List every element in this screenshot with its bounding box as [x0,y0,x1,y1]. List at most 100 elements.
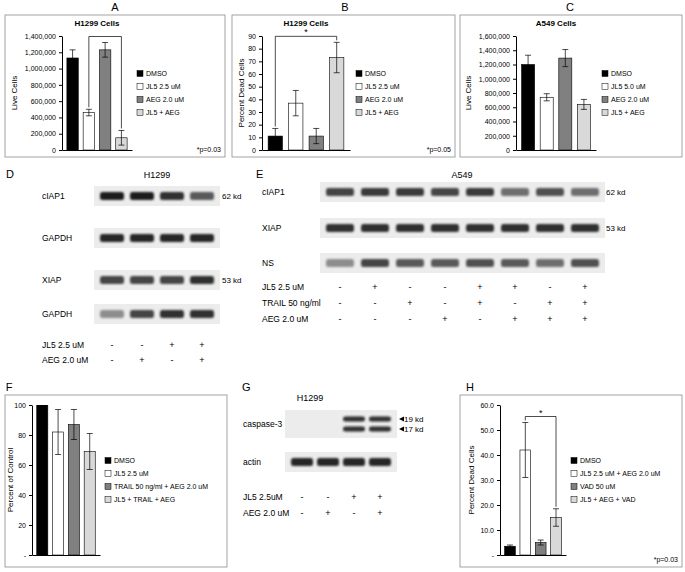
condition-sign: - [409,314,412,324]
condition-sign: - [301,508,304,518]
row-label: actin [243,457,261,467]
error-bar [293,90,299,115]
chart-title: A549 Cells [536,19,577,28]
condition-sign: + [407,298,412,308]
y-tick-label: 20 [18,522,26,529]
y-tick: 400,000 [31,114,62,121]
bar [99,50,110,150]
condition-label: AEG 2.0 uM [243,508,289,518]
condition-sign: - [374,298,377,308]
y-tick-mark [259,87,262,88]
y-tick-mark [259,150,262,151]
y-tick-label: 60.0 [480,402,494,409]
legend-label: DMSO [146,70,168,77]
legend: DMSOJL5 2.5 uMAEG 2.0 uMJL5 + AEG [137,70,184,116]
condition-sign: + [477,298,482,308]
y-tick-mark [513,107,516,108]
y-tick: 10.0 [480,527,500,534]
condition-sign: - [339,298,342,308]
bar [559,58,572,150]
band [343,427,365,432]
condition-sign: - [479,314,482,324]
legend-label: AEG 2.0 uM [365,96,403,103]
band [431,224,459,232]
y-tick-label: 600,000 [31,98,56,105]
band [536,188,564,196]
band [130,234,154,242]
y-tick: 20 [18,522,32,529]
y-axis: -10.020.030.040.050.060.0 [480,402,500,559]
x-axis [63,150,133,151]
condition-label: JL5 2.5 uM [42,340,84,350]
condition-sign: + [377,508,382,518]
legend-swatch [105,458,111,464]
y-tick: 30 [248,109,262,116]
y-tick-mark [513,36,516,37]
blot: GH1299caspase-319 kd17 kdactinJL5 2.5uM-… [242,381,424,518]
y-tick: 0 [506,147,516,154]
y-tick: 1,200,000 [479,61,516,68]
y-tick-mark [497,480,500,481]
error-bar [313,128,319,143]
y-tick-mark [259,99,262,100]
legend-label: AEG 2.0 uM [611,96,649,103]
legend-swatch [356,84,362,90]
y-tick-label: 600,000 [485,104,510,111]
y-tick-mark [29,555,32,556]
y-tick-label: 1,000,000 [479,75,510,82]
band [317,458,339,466]
y-tick-label: 0 [52,147,56,154]
condition-sign: + [139,355,144,365]
membrane [94,304,220,324]
condition-sign: + [169,340,174,350]
y-tick-mark [59,36,62,37]
band [100,310,124,318]
legend-swatch [602,110,608,116]
band [130,310,154,318]
y-tick-label: 10 [248,134,256,141]
band [100,276,124,284]
condition-sign: - [444,282,447,292]
y-tick-label: 80 [248,45,256,52]
error-bar [102,43,108,58]
size-label: 53 kd [606,224,626,233]
y-tick-label: 70 [248,58,256,65]
chart: A549 Cells0200,000400,000600,000800,0001… [460,15,682,157]
bar [522,65,535,151]
annotation: *p=0.05 [427,146,451,154]
band [369,417,391,422]
y-tick-mark [59,69,62,70]
panel-label: B [341,1,348,13]
error-bar [71,410,77,440]
y-tick-mark [497,555,500,556]
y-tick-mark [29,405,32,406]
legend-label: AEG 2.0 uM [146,96,184,103]
membrane [285,452,397,472]
legend-label: DMSO [580,457,602,464]
band [326,224,354,232]
y-axis-title: Percent of Control [6,448,15,513]
condition-sign: - [141,340,144,350]
legend-label: JL5 2.5 uM [146,83,181,90]
y-tick-mark [59,85,62,86]
y-tick-mark [29,465,32,466]
chart-title: H1299 Cells [75,19,120,28]
band [361,259,389,267]
figure: H1299 Cells0200,000400,000600,000800,000… [0,0,685,572]
legend: DMSOJL5 2.5 uMTRAIL 50 ng/ml + AEG 2.0 u… [105,457,208,503]
condition-label: AEG 2.0 uM [262,314,308,324]
y-tick-label: 0 [252,147,256,154]
error-bar [562,50,568,67]
size-label: 62 kd [222,192,242,201]
chart-frame [5,15,225,157]
condition-sign: + [547,298,552,308]
annotation: *p=0.03 [654,556,678,564]
y-tick: 50.0 [480,427,500,434]
condition-sign: + [547,314,552,324]
error-bar [553,509,559,527]
condition-sign: + [582,298,587,308]
band [536,224,564,232]
condition-sign: + [372,282,377,292]
error-bar [544,94,550,101]
row-label: NS [262,258,274,268]
